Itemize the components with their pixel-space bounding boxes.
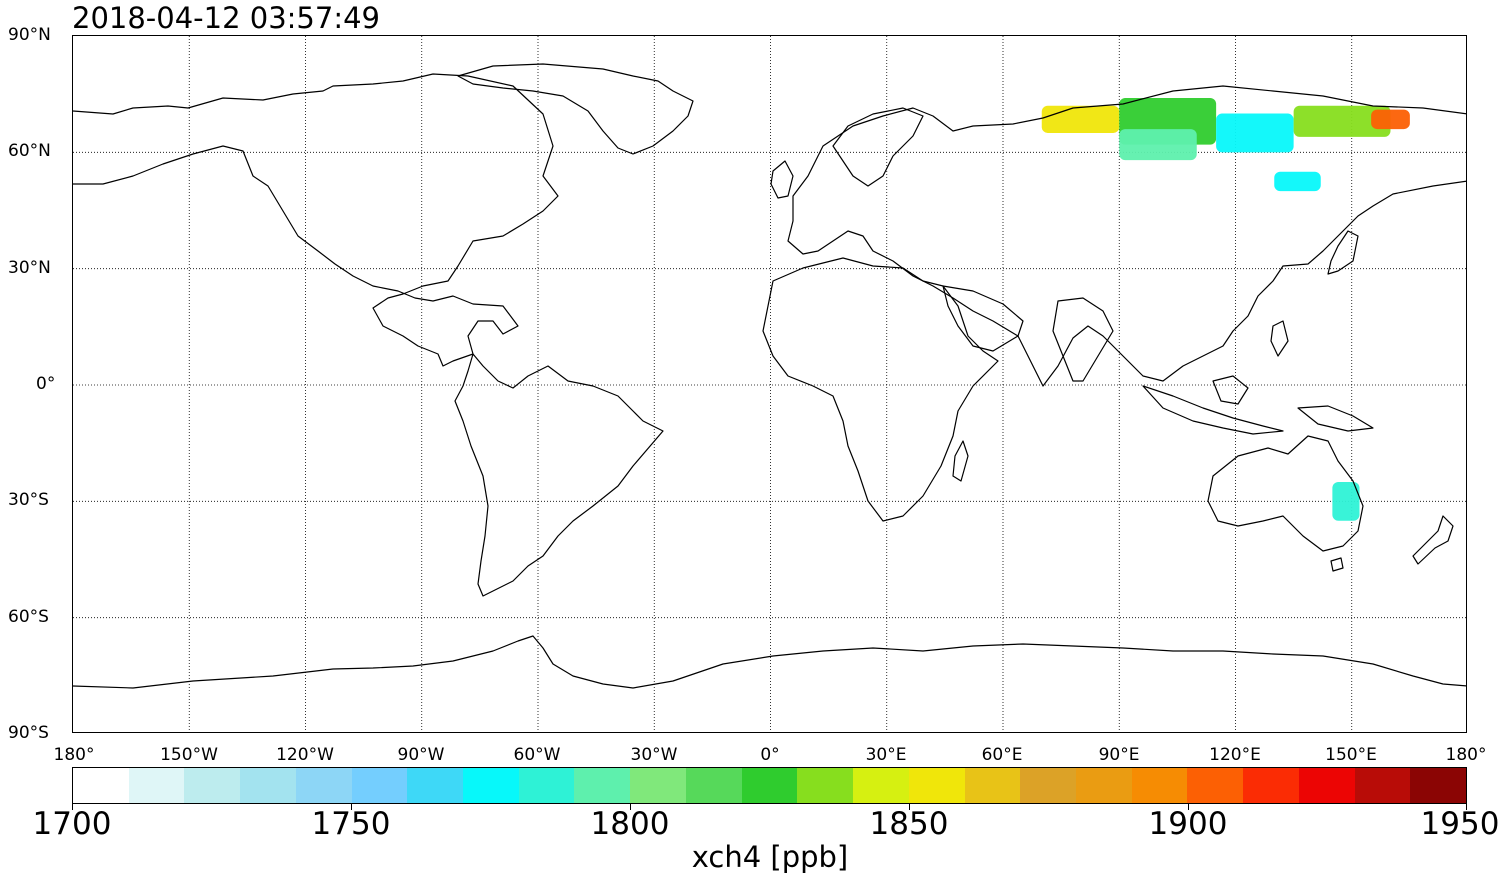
colorbar-label-1950: 1950 (1420, 806, 1500, 842)
colorbar-title: xch4 [ppb] (691, 840, 849, 874)
landmass-greenland (457, 63, 694, 155)
lon-label-90w: 90°W (397, 745, 445, 765)
lat-label-90n: 90°N (8, 25, 51, 45)
xch4-observations (1041, 98, 1410, 521)
colorbar-segment (295, 768, 352, 803)
colorbar-label-1850: 1850 (869, 806, 949, 842)
lon-label-60w: 60°W (513, 745, 561, 765)
colorbar-segment (240, 768, 296, 803)
colorbar-label-1800: 1800 (590, 806, 670, 842)
lon-label-30e: 30°E (865, 745, 907, 765)
lon-label-120e: 120°E (1209, 745, 1261, 765)
graticule (73, 36, 1466, 732)
colorbar-segment (1298, 768, 1355, 803)
colorbar-segment (1243, 768, 1299, 803)
colorbar-segment (685, 768, 742, 803)
landmass-south-america (454, 353, 664, 597)
colorbar-segment (73, 768, 129, 803)
colorbar-segment (351, 768, 408, 803)
colorbar-segment (1131, 768, 1188, 803)
colorbar-segment (1187, 768, 1244, 803)
xch4-observation-patch (1216, 113, 1294, 153)
colorbar-segment (463, 768, 519, 803)
colorbar-segment (964, 768, 1021, 803)
colorbar (72, 767, 1467, 804)
colorbar-segment (1075, 768, 1132, 803)
colorbar-segment (518, 768, 575, 803)
xch4-observation-patch (1371, 109, 1410, 130)
xch4-observation-patch (1332, 481, 1360, 521)
xch4-observation-patch (1274, 171, 1321, 192)
colorbar-label-1750: 1750 (311, 806, 391, 842)
map-title: 2018-04-12 03:57:49 (72, 1, 380, 35)
landmass-scandinavia (832, 107, 924, 187)
landmass-north-america (73, 73, 559, 367)
map-plot-area (72, 35, 1467, 733)
lon-label-150e: 150°E (1325, 745, 1377, 765)
colorbar-segment (908, 768, 965, 803)
xch4-observation-patch (1041, 105, 1120, 133)
landmass-borneo (1212, 375, 1249, 405)
colorbar-segment (184, 768, 241, 803)
lon-label-0: 0° (760, 745, 780, 765)
world-map (73, 36, 1466, 732)
landmass-japan (1327, 230, 1359, 275)
colorbar-segment (574, 768, 631, 803)
coastlines (73, 63, 1466, 689)
landmass-madagascar (952, 440, 969, 482)
landmass-eurasia (787, 85, 1466, 387)
lat-label-30s: 30°S (8, 490, 49, 510)
colorbar-segment (1410, 768, 1466, 803)
lon-label-150w: 150°W (160, 745, 218, 765)
colorbar-segment (853, 768, 909, 803)
colorbar-label-1700: 1700 (32, 806, 112, 842)
colorbar-segment (630, 768, 686, 803)
colorbar-segment (1354, 768, 1411, 803)
landmass-new-zealand (1412, 515, 1454, 565)
landmass-australia (1207, 435, 1364, 552)
lon-label-180e: 180° (1445, 745, 1487, 765)
landmass-philippines (1270, 320, 1289, 357)
lat-label-90s: 90°S (8, 723, 49, 743)
lat-label-60n: 60°N (8, 141, 51, 161)
landmass-uk (770, 160, 794, 199)
landmass-india (1052, 297, 1114, 382)
xch4-observation-patch (1293, 105, 1391, 137)
colorbar-tick (1188, 804, 1189, 810)
lon-label-60e: 60°E (981, 745, 1023, 765)
lat-label-30n: 30°N (8, 258, 51, 278)
lat-label-60s: 60°S (8, 607, 49, 627)
landmass-africa (762, 257, 999, 522)
colorbar-segment (1020, 768, 1076, 803)
colorbar-tick (1466, 804, 1467, 810)
lat-label-equator: 0° (36, 374, 56, 394)
colorbar-tick (630, 804, 631, 810)
colorbar-tick (909, 804, 910, 810)
colorbar-segment (128, 768, 185, 803)
colorbar-segment (741, 768, 798, 803)
xch4-observation-patch (1119, 129, 1197, 161)
lon-label-180w: 180° (53, 745, 95, 765)
lon-label-30w: 30°W (630, 745, 678, 765)
colorbar-tick (351, 804, 352, 810)
lon-label-120w: 120°W (276, 745, 334, 765)
landmass-new-guinea (1297, 405, 1374, 432)
colorbar-segment (407, 768, 464, 803)
colorbar-tick (72, 804, 73, 810)
colorbar-label-1900: 1900 (1148, 806, 1228, 842)
landmass-antarctica (73, 635, 1466, 689)
landmass-tasmania (1330, 557, 1344, 572)
landmass-indonesia (1142, 385, 1284, 435)
colorbar-segment (797, 768, 854, 803)
lon-label-90e: 90°E (1098, 745, 1140, 765)
landmass-arabia (942, 285, 1024, 352)
